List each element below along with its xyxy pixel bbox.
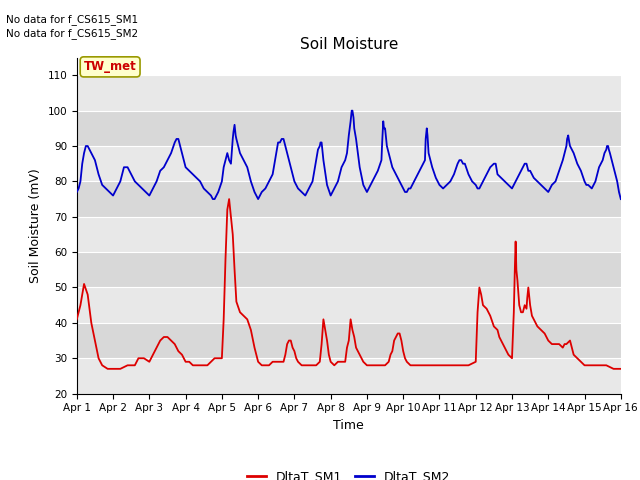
Bar	[77, 288, 621, 323]
Bar	[77, 252, 621, 288]
Text: No data for f_CS615_SM1: No data for f_CS615_SM1	[6, 13, 138, 24]
Y-axis label: Soil Moisture (mV): Soil Moisture (mV)	[29, 168, 42, 283]
Text: No data for f_CS615_SM2: No data for f_CS615_SM2	[6, 28, 138, 39]
Bar	[77, 217, 621, 252]
Text: TW_met: TW_met	[84, 60, 136, 73]
Bar	[77, 75, 621, 111]
Bar	[77, 358, 621, 394]
Bar	[77, 146, 621, 181]
Bar	[77, 111, 621, 146]
Legend: DltaT_SM1, DltaT_SM2: DltaT_SM1, DltaT_SM2	[243, 465, 455, 480]
Title: Soil Moisture: Soil Moisture	[300, 37, 398, 52]
X-axis label: Time: Time	[333, 419, 364, 432]
Bar	[77, 181, 621, 217]
Bar	[77, 323, 621, 358]
